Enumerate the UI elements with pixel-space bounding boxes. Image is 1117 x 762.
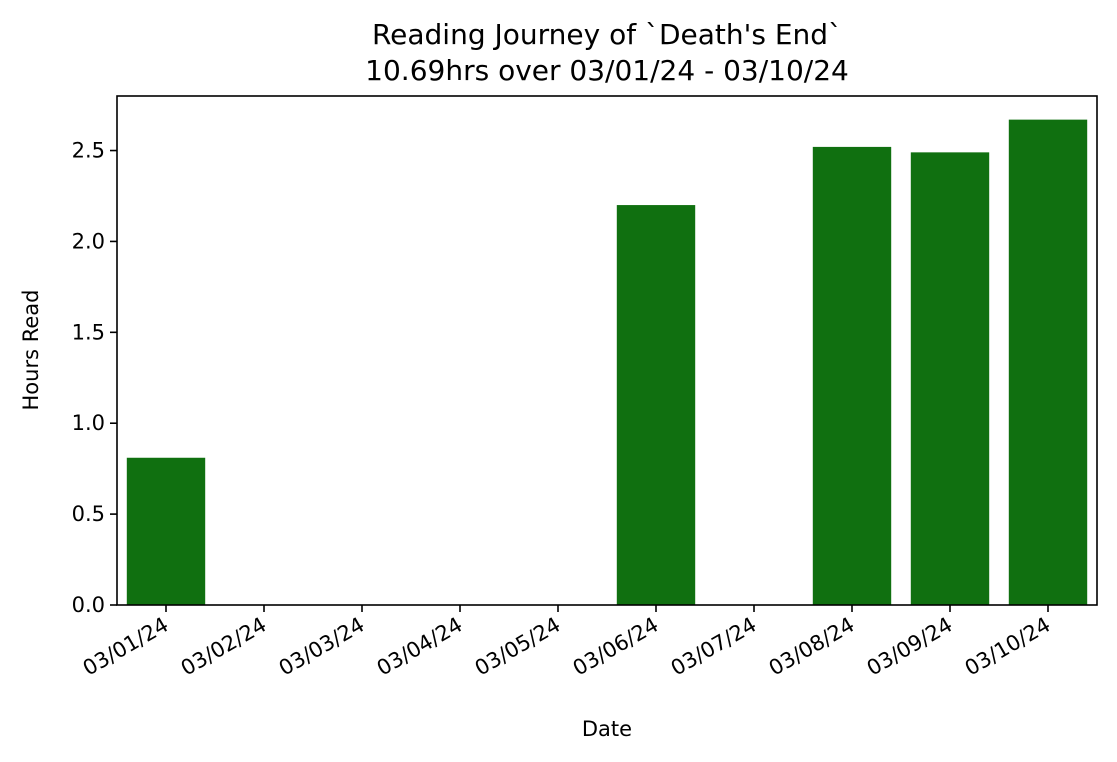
x-axis-ticks: 03/01/24 03/02/24 03/03/24 03/04/24 03/05/24… — [79, 605, 1055, 680]
y-tick-label: 0.0 — [72, 593, 105, 617]
chart-title: Reading Journey of `Death's End` — [372, 18, 842, 51]
bar-03/01/24 — [126, 457, 206, 605]
bars-group — [126, 119, 1088, 606]
x-tick-label: 03/07/24 — [667, 613, 761, 681]
y-axis-ticks: 0.0 0.5 1.0 1.5 2.0 2.5 — [72, 139, 117, 617]
y-tick-label: 0.5 — [72, 502, 105, 526]
y-tick-label: 2.0 — [72, 229, 105, 253]
x-tick-label: 03/03/24 — [275, 613, 369, 681]
x-tick-label: 03/09/24 — [863, 613, 957, 681]
chart-subtitle: 10.69hrs over 03/01/24 - 03/10/24 — [365, 54, 849, 87]
x-axis-label: Date — [582, 717, 632, 741]
bar-03/09/24 — [910, 152, 990, 605]
bar-03/10/24 — [1008, 119, 1088, 605]
plot-frame — [116, 95, 1098, 606]
x-tick-label: 03/06/24 — [569, 613, 663, 681]
x-tick-label: 03/02/24 — [177, 613, 271, 681]
y-tick-label: 2.5 — [72, 139, 105, 163]
x-tick-label: 03/08/24 — [765, 613, 859, 681]
bar-03/08/24 — [812, 146, 892, 605]
bar-03/06/24 — [616, 205, 696, 606]
x-tick-label: 03/04/24 — [373, 613, 467, 681]
y-tick-label: 1.5 — [72, 320, 105, 344]
y-tick-label: 1.0 — [72, 411, 105, 435]
x-tick-label: 03/05/24 — [471, 613, 565, 681]
x-tick-label: 03/10/24 — [961, 613, 1055, 681]
y-axis-label: Hours Read — [19, 290, 43, 411]
x-tick-label: 03/01/24 — [79, 613, 173, 681]
